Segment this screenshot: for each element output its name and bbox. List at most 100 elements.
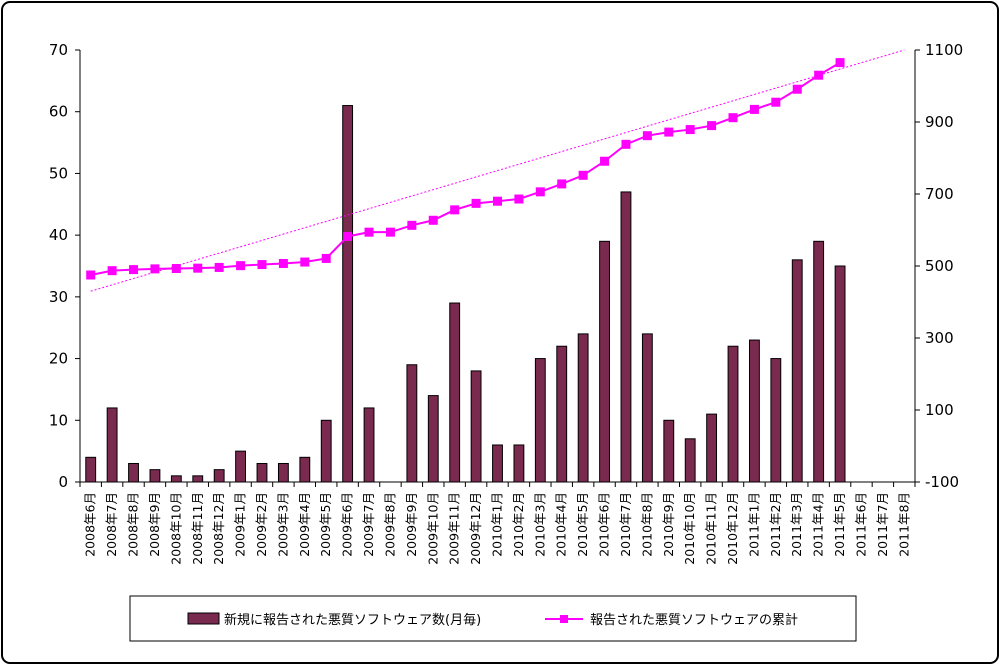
x-tick-label: 2008年8月: [126, 492, 141, 557]
line-point: [728, 113, 738, 123]
line-point: [407, 220, 417, 230]
line-point: [707, 121, 717, 131]
x-tick-label: 2010年11月: [704, 492, 719, 565]
x-tick-label: 2009年4月: [297, 492, 312, 557]
trendline: [90, 49, 905, 292]
bar: [748, 339, 760, 483]
x-tick-label: 2009年11月: [447, 492, 462, 565]
x-tick-label: 2011年3月: [789, 492, 804, 557]
line-point: [107, 266, 117, 276]
y-left-tick-label: 10: [49, 411, 68, 429]
bar: [85, 456, 97, 483]
bar: [128, 462, 139, 483]
line-point: [600, 156, 610, 166]
bar: [342, 105, 354, 483]
tick-labels-layer: 0 10 20 30 40 50 60 70 -100 100 300 500 700 900 1100 20…: [49, 41, 963, 565]
y-left-tick-label: 70: [49, 41, 68, 59]
legend-bar-label: 新規に報告された悪質ソフトウェア数(月毎): [224, 612, 481, 628]
bar: [684, 438, 696, 483]
line-point: [557, 179, 567, 189]
x-tick-label: 2010年7月: [618, 492, 633, 557]
bar: [641, 333, 653, 483]
bar: [363, 407, 375, 483]
x-tick-label: 2008年11月: [190, 492, 205, 565]
line-point: [642, 131, 652, 141]
line-point: [214, 262, 224, 272]
bar: [620, 191, 632, 483]
bar: [277, 462, 289, 483]
bar: [556, 345, 568, 483]
bar: [492, 444, 503, 483]
legend-line-marker: [560, 615, 568, 623]
x-tick-label: 2009年1月: [233, 492, 248, 557]
bar: [534, 358, 546, 483]
x-tick-label: 2010年12月: [725, 492, 740, 565]
x-tick-label: 2008年10月: [168, 492, 183, 565]
bar: [470, 370, 482, 483]
line-point: [471, 198, 481, 208]
trendline-layer: [90, 49, 905, 292]
bar: [235, 450, 247, 483]
y-right-tick-label: 900: [925, 113, 954, 131]
bar: [791, 259, 803, 483]
line-point: [792, 84, 802, 94]
bar: [663, 419, 675, 483]
x-tick-label: 2008年7月: [104, 492, 119, 557]
legend-box: [129, 595, 857, 642]
x-tick-label: 2010年8月: [639, 492, 654, 557]
x-tick-label: 2011年4月: [811, 492, 826, 557]
legend-bar-swatch: [187, 612, 220, 625]
x-tick-label: 2008年6月: [83, 492, 98, 557]
line-point: [428, 215, 438, 225]
line-point: [321, 253, 331, 263]
bar: [320, 419, 332, 483]
bar: [299, 456, 311, 483]
line-point: [385, 227, 395, 237]
x-tick-label: 2009年2月: [254, 492, 269, 557]
x-tick-label: 2010年2月: [511, 492, 526, 557]
line-point: [193, 263, 203, 273]
line-point: [493, 196, 502, 206]
bar: [770, 358, 782, 483]
bar: [727, 345, 739, 483]
line-point: [150, 264, 160, 274]
bar: [513, 444, 525, 483]
y-left-tick-label: 30: [49, 288, 68, 306]
bar: [813, 240, 825, 483]
line-point: [236, 261, 246, 271]
bar: [192, 475, 204, 483]
line-point: [814, 70, 824, 80]
y-right-tick-label: -100: [925, 473, 959, 491]
x-tick-label: 2010年6月: [597, 492, 612, 557]
line-point: [278, 258, 288, 268]
bar: [449, 302, 461, 483]
bar: [577, 333, 589, 483]
line-point: [129, 265, 139, 275]
line-point: [535, 187, 545, 197]
x-tick-label: 2009年10月: [425, 492, 440, 565]
line-point: [578, 170, 588, 180]
line-point: [685, 125, 695, 135]
x-tick-label: 2010年3月: [532, 492, 547, 557]
x-tick-label: 2009年3月: [275, 492, 290, 557]
legend-line-label: 報告された悪質ソフトウェアの累計: [590, 612, 798, 628]
line-point: [300, 257, 310, 267]
line-point: [835, 58, 845, 68]
x-tick-label: 2009年6月: [340, 492, 355, 557]
line-point: [771, 97, 781, 107]
y-left-tick-label: 0: [58, 473, 68, 491]
bars-layer: [85, 105, 846, 483]
x-tick-label: 2009年5月: [318, 492, 333, 557]
x-tick-label: 2010年10月: [682, 492, 697, 565]
line-layer: [86, 58, 845, 280]
x-tick-label: 2009年9月: [404, 492, 419, 557]
bar: [406, 364, 418, 483]
x-tick-label: 2011年7月: [875, 492, 890, 557]
line-point: [514, 194, 524, 204]
x-tick-label: 2011年5月: [832, 492, 847, 557]
bar: [834, 265, 846, 483]
y-right-tick-label: 700: [925, 185, 954, 203]
x-tick-label: 2009年7月: [361, 492, 376, 557]
